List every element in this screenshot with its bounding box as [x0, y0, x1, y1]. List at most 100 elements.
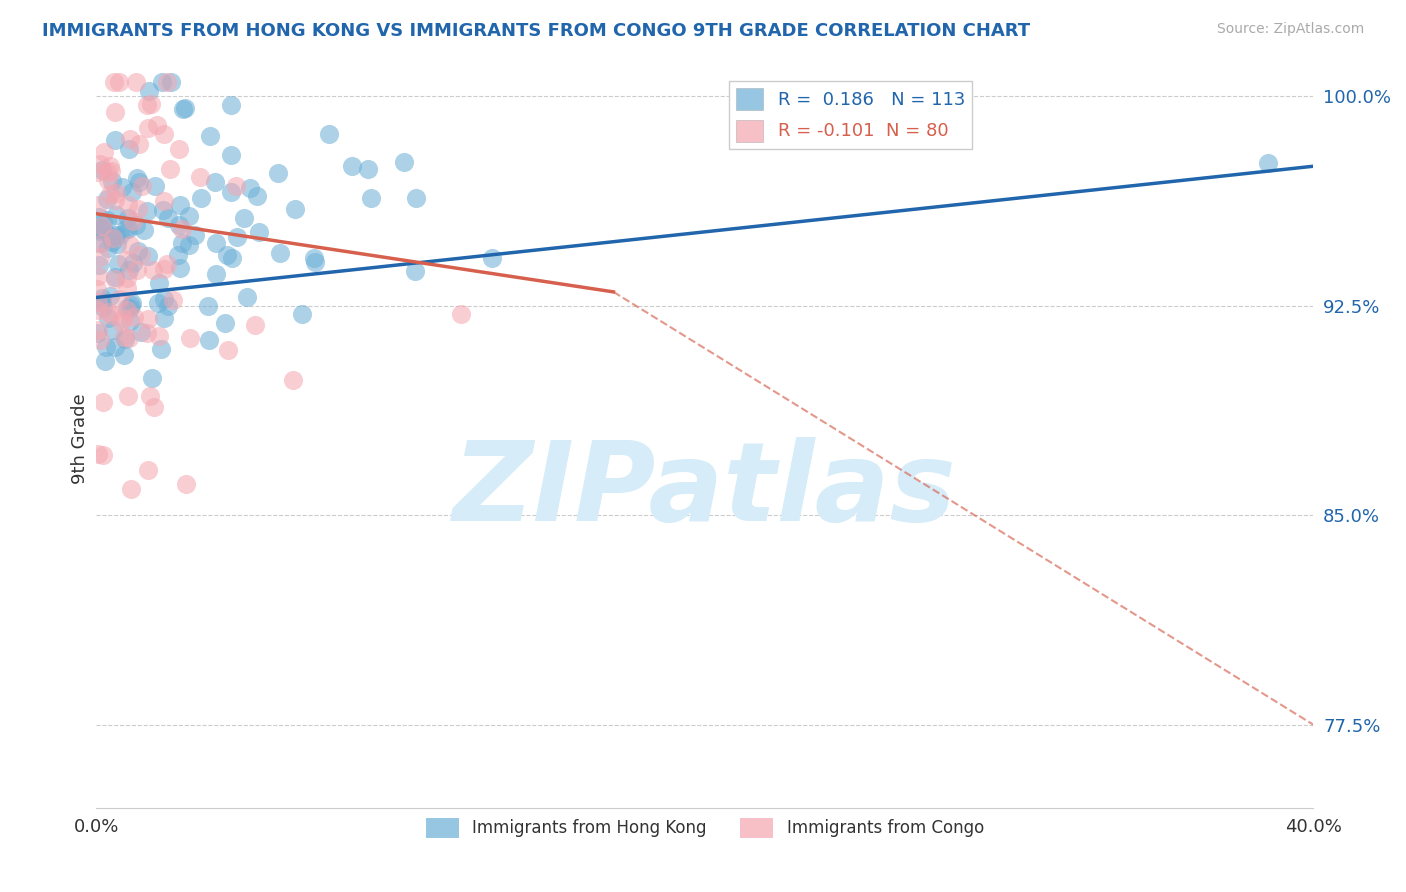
Point: [118, 331, 141, 345]
Point: [87, 258, 110, 272]
Point: [104, 194, 127, 208]
Point: [159, 162, 181, 177]
Point: [87, 210, 110, 224]
Point: [101, 230, 124, 244]
Point: [174, 476, 197, 491]
Point: [121, 185, 143, 199]
Point: [177, 210, 200, 224]
Point: [121, 296, 143, 310]
Point: [153, 292, 176, 306]
Point: [89, 235, 111, 250]
Point: [188, 169, 211, 184]
Point: [86, 282, 108, 296]
Point: [100, 164, 122, 178]
Point: [112, 330, 135, 344]
Point: [103, 340, 125, 354]
Text: IMMIGRANTS FROM HONG KONG VS IMMIGRANTS FROM CONGO 9TH GRADE CORRELATION CHART: IMMIGRANTS FROM HONG KONG VS IMMIGRANTS …: [42, 22, 1031, 40]
Point: [105, 236, 128, 251]
Point: [302, 251, 325, 265]
Point: [152, 202, 174, 217]
Point: [136, 97, 159, 112]
Point: [117, 271, 139, 285]
Point: [89, 333, 111, 347]
Point: [114, 332, 136, 346]
Point: [247, 225, 270, 239]
Point: [269, 246, 291, 260]
Point: [125, 75, 148, 89]
Point: [104, 270, 127, 285]
Point: [138, 85, 160, 99]
Point: [93, 354, 115, 368]
Point: [87, 164, 110, 178]
Point: [200, 129, 222, 144]
Point: [219, 98, 242, 112]
Point: [342, 159, 364, 173]
Point: [121, 256, 143, 270]
Point: [120, 482, 142, 496]
Point: [167, 142, 190, 156]
Point: [101, 230, 124, 244]
Point: [93, 448, 115, 462]
Point: [281, 373, 304, 387]
Point: [120, 313, 142, 327]
Point: [152, 261, 174, 276]
Point: [219, 185, 242, 199]
Text: Source: ZipAtlas.com: Source: ZipAtlas.com: [1216, 22, 1364, 37]
Point: [91, 395, 114, 409]
Point: [117, 389, 139, 403]
Point: [150, 342, 173, 356]
Point: [450, 307, 472, 321]
Point: [167, 248, 190, 262]
Point: [96, 165, 118, 179]
Point: [217, 343, 239, 357]
Point: [115, 253, 138, 268]
Point: [215, 247, 238, 261]
Point: [304, 254, 326, 268]
Point: [120, 132, 142, 146]
Point: [405, 191, 427, 205]
Point: [284, 202, 307, 217]
Point: [221, 251, 243, 265]
Point: [404, 263, 426, 277]
Point: [141, 97, 163, 112]
Point: [100, 235, 122, 249]
Point: [143, 179, 166, 194]
Point: [96, 213, 118, 227]
Point: [481, 251, 503, 265]
Point: [86, 323, 108, 337]
Y-axis label: 9th Grade: 9th Grade: [72, 393, 89, 483]
Point: [105, 227, 128, 242]
Point: [318, 127, 340, 141]
Point: [152, 310, 174, 325]
Point: [169, 219, 191, 233]
Point: [117, 198, 139, 212]
Point: [392, 155, 415, 169]
Point: [115, 303, 138, 318]
Point: [89, 224, 111, 238]
Point: [103, 75, 125, 89]
Point: [172, 102, 194, 116]
Point: [177, 238, 200, 252]
Point: [97, 241, 120, 255]
Point: [291, 307, 314, 321]
Point: [156, 211, 179, 226]
Point: [120, 298, 142, 312]
Point: [103, 323, 125, 337]
Point: [153, 127, 176, 141]
Point: [107, 75, 129, 89]
Point: [148, 276, 170, 290]
Point: [136, 312, 159, 326]
Point: [89, 250, 111, 264]
Point: [142, 263, 165, 277]
Point: [141, 371, 163, 385]
Point: [197, 299, 219, 313]
Point: [125, 262, 148, 277]
Point: [120, 301, 142, 316]
Point: [142, 400, 165, 414]
Point: [125, 171, 148, 186]
Point: [87, 222, 110, 236]
Point: [98, 229, 121, 244]
Point: [129, 247, 152, 261]
Point: [162, 293, 184, 307]
Point: [97, 310, 120, 325]
